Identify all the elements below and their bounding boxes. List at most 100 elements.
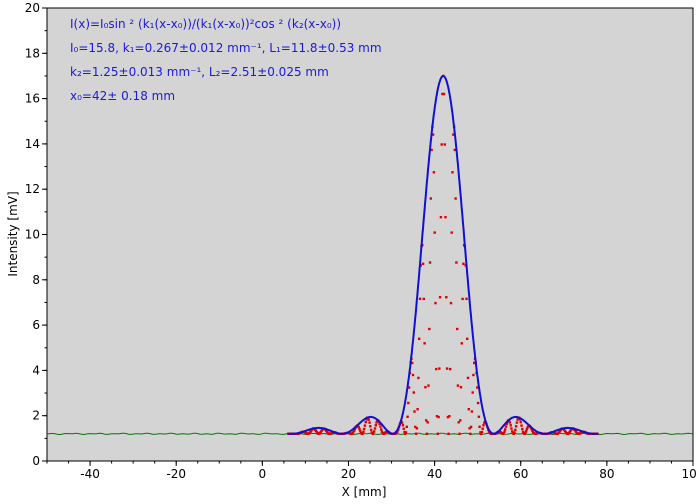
data-point	[514, 425, 518, 428]
fit-params-line-2: k₂=1.25±0.013 mm⁻¹, L₂=2.51±0.025 mm	[70, 65, 329, 79]
data-point	[504, 425, 508, 428]
data-point	[479, 431, 482, 434]
data-point	[455, 261, 458, 264]
x-tick-label: -40	[80, 467, 100, 481]
data-point	[362, 430, 365, 434]
data-point	[429, 197, 432, 200]
data-point	[425, 432, 429, 435]
data-point	[524, 431, 527, 435]
data-point	[436, 432, 439, 435]
plot-background	[46, 7, 694, 462]
x-axis-label: X [mm]	[342, 485, 387, 499]
data-point	[470, 410, 474, 413]
y-tick-label: 20	[25, 1, 40, 15]
data-point	[421, 262, 425, 265]
data-point	[480, 432, 483, 435]
data-point	[437, 415, 440, 419]
data-point	[435, 367, 438, 371]
data-point	[373, 427, 377, 430]
data-point	[418, 297, 422, 300]
data-point	[418, 337, 421, 340]
data-point	[364, 420, 367, 424]
data-point	[512, 432, 515, 435]
data-point	[413, 410, 416, 413]
data-point	[469, 425, 473, 429]
data-point	[424, 386, 427, 389]
x-tick-label: 80	[599, 467, 614, 481]
data-point	[452, 133, 455, 136]
data-point	[508, 421, 512, 424]
data-point	[365, 418, 368, 421]
data-point	[466, 337, 469, 340]
data-point	[449, 301, 453, 305]
data-point	[378, 422, 381, 425]
data-point	[415, 427, 419, 430]
data-point	[425, 419, 428, 422]
data-point	[510, 427, 513, 430]
data-point	[353, 427, 356, 431]
data-point	[400, 421, 404, 424]
data-point	[433, 231, 436, 234]
data-point	[422, 297, 425, 301]
data-point	[515, 421, 519, 424]
data-point	[430, 148, 433, 152]
data-point	[505, 422, 508, 425]
data-point	[442, 92, 446, 96]
data-point	[447, 432, 450, 435]
y-tick-label: 0	[32, 454, 40, 468]
data-point	[423, 342, 426, 345]
data-point	[352, 429, 356, 432]
data-point	[459, 419, 462, 422]
data-point	[320, 429, 323, 433]
data-point	[380, 428, 383, 431]
data-point	[416, 408, 419, 411]
data-point	[411, 373, 415, 377]
data-point	[405, 425, 408, 428]
data-point	[411, 361, 414, 365]
data-point	[513, 431, 516, 434]
data-point	[520, 424, 523, 427]
fit-params-line-1: I₀=15.8, k₁=0.267±0.012 mm⁻¹, L₁=11.8±0.…	[70, 41, 382, 55]
data-point	[477, 415, 481, 418]
data-point	[462, 262, 465, 265]
data-point	[369, 425, 372, 428]
data-point	[414, 425, 417, 429]
data-point	[357, 426, 360, 429]
data-point	[427, 384, 430, 387]
data-point	[465, 297, 468, 300]
data-point	[467, 408, 470, 411]
data-point	[352, 431, 355, 434]
data-point	[368, 421, 371, 424]
data-point	[451, 171, 454, 174]
data-point	[438, 296, 442, 299]
data-point	[446, 415, 450, 419]
data-point	[361, 432, 364, 435]
y-tick-label: 6	[32, 318, 40, 332]
data-point	[395, 431, 398, 434]
fit-curve	[288, 74, 599, 435]
x-tick-label: 100	[682, 467, 696, 481]
data-point	[438, 367, 441, 370]
data-point	[440, 143, 443, 146]
data-point	[509, 424, 512, 427]
y-tick-label: 12	[25, 182, 40, 196]
data-point	[460, 342, 463, 345]
y-tick-label: 14	[25, 137, 40, 151]
data-point	[504, 428, 507, 431]
y-tick-label: 4	[32, 363, 40, 377]
data-point	[445, 296, 448, 299]
data-point	[514, 428, 517, 432]
data-point	[503, 430, 506, 433]
data-point	[476, 401, 480, 405]
data-point	[372, 432, 375, 435]
y-tick-label: 10	[25, 228, 40, 242]
data-point	[426, 421, 429, 424]
data-point	[471, 391, 474, 394]
data-point	[516, 418, 519, 421]
data-point	[518, 418, 522, 421]
data-point	[414, 432, 418, 435]
fit-curve-layer	[288, 74, 599, 435]
data-point	[476, 386, 479, 389]
data-point	[444, 216, 447, 219]
data-point	[469, 432, 472, 435]
